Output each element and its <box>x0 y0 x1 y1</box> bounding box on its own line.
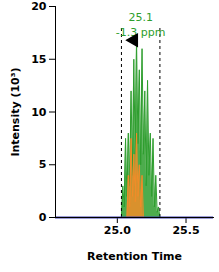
svg-text:25.5: 25.5 <box>172 224 199 237</box>
svg-text:25.1: 25.1 <box>128 11 153 24</box>
svg-text:15: 15 <box>31 53 46 66</box>
svg-text:10: 10 <box>31 106 47 119</box>
svg-text:5: 5 <box>39 158 47 171</box>
svg-text:Retention Time: Retention Time <box>87 250 182 263</box>
svg-text:-1.3 ppm: -1.3 ppm <box>116 26 166 39</box>
svg-text:Intensity (10³): Intensity (10³) <box>9 67 22 156</box>
svg-text:25.0: 25.0 <box>104 224 131 237</box>
svg-text:20: 20 <box>31 0 47 13</box>
svg-text:0: 0 <box>39 211 47 224</box>
